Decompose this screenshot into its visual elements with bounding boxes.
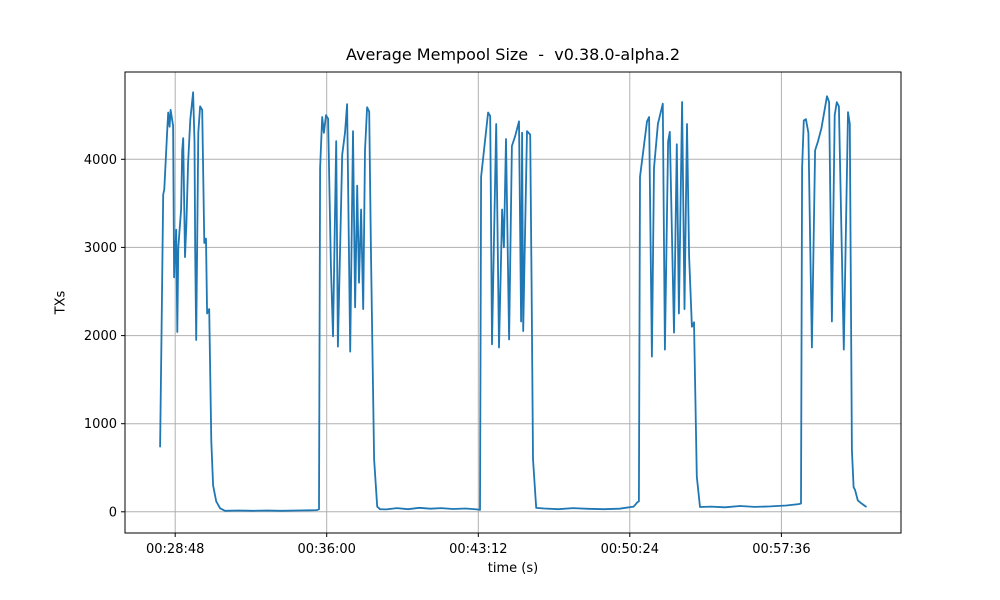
y-tick-label: 2000 — [84, 329, 117, 344]
chart-title: Average Mempool Size - v0.38.0-alpha.2 — [346, 45, 680, 64]
series-line — [159, 91, 867, 512]
y-tick-label: 0 — [109, 505, 117, 520]
plot-frame — [124, 71, 902, 534]
y-tick-label: 4000 — [84, 153, 117, 168]
x-tick-label: 00:57:36 — [752, 542, 810, 557]
x-tick-label: 00:50:24 — [601, 542, 659, 557]
y-tick-label: 1000 — [84, 417, 117, 432]
x-tick-label: 00:36:00 — [298, 542, 356, 557]
x-tick-label: 00:43:12 — [449, 542, 507, 557]
x-axis-label: time (s) — [487, 561, 539, 576]
y-tick-label: 3000 — [84, 241, 117, 256]
x-tick-label: 00:28:48 — [146, 542, 204, 557]
